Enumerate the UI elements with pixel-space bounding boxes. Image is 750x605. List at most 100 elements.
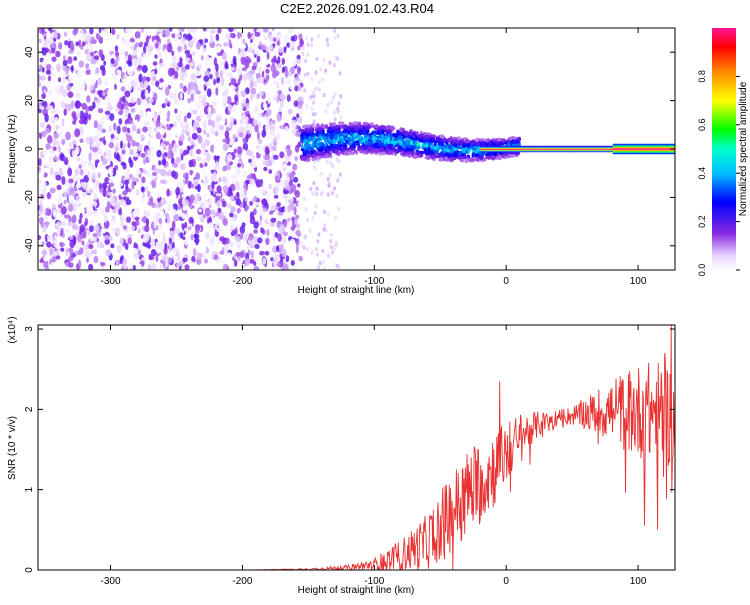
heat-cell (259, 90, 264, 97)
heat-cell (127, 263, 134, 269)
heat-cell (253, 106, 259, 113)
heat-cell (378, 141, 382, 147)
heat-cell (247, 214, 251, 222)
heat-cell (121, 95, 126, 103)
heat-cell (268, 183, 273, 190)
heat-cell (68, 262, 74, 268)
heat-cell (237, 62, 241, 70)
heat-cell (490, 155, 495, 161)
heat-cell (76, 183, 82, 189)
heat-cell (304, 58, 308, 64)
heat-cell (273, 194, 279, 199)
heat-cell (62, 59, 68, 67)
heat-cell (279, 125, 285, 130)
heat-cell (286, 145, 291, 150)
heat-cell (156, 207, 160, 214)
heat-cell (190, 144, 194, 149)
heat-cell (123, 64, 127, 71)
heat-cell (321, 77, 325, 82)
heat-cell (145, 36, 149, 44)
heat-cell (250, 38, 253, 44)
heat-cell (243, 126, 247, 136)
heat-cell (52, 137, 58, 146)
heat-cell (240, 231, 244, 240)
heat-cell (297, 183, 301, 188)
heat-cell (276, 83, 280, 90)
heat-cell (38, 68, 41, 73)
heat-cell (116, 125, 121, 135)
heat-cell (276, 114, 282, 123)
heat-cell (43, 40, 49, 48)
heat-cell (297, 84, 302, 92)
heat-cell (131, 180, 135, 190)
heat-cell (271, 145, 277, 152)
heat-cell (278, 46, 284, 54)
heat-cell (148, 184, 153, 190)
heat-cell (188, 82, 192, 89)
heat-cell (195, 172, 200, 180)
heat-cell (97, 231, 102, 237)
heat-cell (334, 134, 338, 140)
heat-cell (47, 134, 53, 144)
heat-cell (215, 45, 222, 53)
heat-cell (275, 186, 279, 194)
heat-cell (104, 177, 110, 185)
heat-cell (331, 148, 335, 153)
heat-cell (226, 96, 232, 105)
heat-cell (244, 196, 248, 202)
heat-cell (324, 133, 329, 137)
heat-cell (193, 199, 199, 205)
heat-cell (38, 81, 41, 88)
heat-cell (310, 42, 314, 48)
heat-cell (122, 225, 127, 231)
heat-cell (195, 70, 201, 77)
heat-cell (488, 140, 492, 146)
heat-cell (48, 155, 53, 164)
heat-cell (251, 154, 256, 161)
heat-cell (213, 78, 217, 86)
heat-cell (456, 140, 460, 144)
heat-cell (43, 181, 47, 189)
heat-cell (101, 209, 106, 216)
heat-cell (125, 28, 130, 33)
heat-cell (343, 137, 347, 141)
heat-cell (49, 247, 54, 257)
heat-cell (204, 258, 208, 264)
heat-cell (201, 143, 206, 150)
heat-cell (75, 65, 80, 71)
heat-cell (438, 157, 443, 162)
heat-cell (107, 197, 113, 203)
heat-cell (222, 138, 228, 143)
heat-cell (289, 219, 293, 228)
heat-cell (68, 203, 73, 212)
heat-cell (314, 86, 318, 91)
heat-cell (361, 126, 366, 131)
heat-cell (240, 190, 244, 199)
heat-cell (161, 199, 168, 205)
heat-cell (216, 185, 222, 194)
heat-cell (331, 250, 334, 255)
heat-cell (297, 232, 302, 238)
heat-cell (320, 147, 324, 152)
heat-cell (124, 90, 131, 98)
heat-cell (86, 206, 92, 214)
heat-cell (419, 138, 424, 143)
heat-cell (182, 151, 187, 156)
heat-cell (265, 160, 271, 167)
heat-cell (70, 100, 75, 109)
heat-cell (225, 237, 230, 245)
heat-cell (314, 69, 318, 75)
heat-cell (215, 33, 220, 42)
heat-cell (151, 180, 157, 189)
heat-cell (179, 57, 183, 63)
heat-cell (102, 91, 106, 97)
heat-cell (190, 140, 195, 145)
heat-cell (202, 177, 208, 187)
heat-cell (293, 93, 300, 100)
heat-cell (256, 93, 261, 99)
heat-cell (315, 186, 319, 191)
heat-cell (241, 102, 245, 109)
heat-cell (176, 37, 181, 45)
heat-cell (476, 147, 480, 152)
heat-cell (242, 244, 248, 249)
